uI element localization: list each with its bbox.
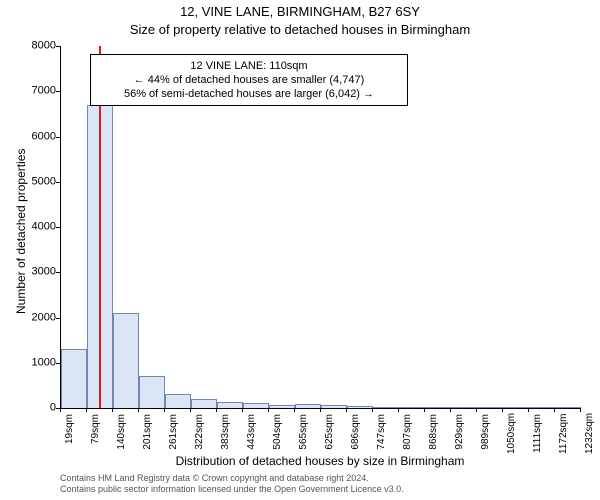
x-tick-mark [320, 408, 321, 412]
info-line-2: ← 44% of detached houses are smaller (4,… [99, 73, 399, 87]
x-tick-mark [164, 408, 165, 412]
credits-line-2: Contains public sector information licen… [60, 484, 404, 495]
y-tick-label: 0 [0, 403, 56, 414]
histogram-bar [139, 376, 165, 408]
credits: Contains HM Land Registry data © Crown c… [60, 473, 404, 495]
histogram-bar [555, 407, 581, 408]
x-tick-label: 565sqm [298, 414, 309, 454]
y-tick-label: 5000 [0, 176, 56, 187]
x-tick-label: 807sqm [402, 414, 413, 454]
x-tick-label: 1111sqm [532, 414, 543, 454]
x-tick-mark [502, 408, 503, 412]
histogram-bar [347, 406, 373, 408]
histogram-bar [217, 402, 243, 408]
x-tick-mark [138, 408, 139, 412]
x-tick-mark [294, 408, 295, 412]
x-tick-label: 868sqm [428, 414, 439, 454]
y-tick-label: 8000 [0, 41, 56, 52]
y-tick-label: 7000 [0, 86, 56, 97]
x-tick-label: 19sqm [64, 414, 75, 454]
x-tick-mark [112, 408, 113, 412]
histogram-bar [503, 407, 529, 408]
x-tick-label: 747sqm [376, 414, 387, 454]
x-tick-mark [86, 408, 87, 412]
x-tick-label: 1050sqm [506, 414, 517, 454]
x-tick-mark [424, 408, 425, 412]
x-tick-label: 1172sqm [558, 414, 569, 454]
histogram-bar [425, 407, 451, 408]
y-tick-label: 6000 [0, 131, 56, 142]
x-tick-label: 140sqm [116, 414, 127, 454]
x-tick-label: 322sqm [194, 414, 205, 454]
x-tick-mark [372, 408, 373, 412]
x-tick-label: 443sqm [246, 414, 257, 454]
x-tick-label: 504sqm [272, 414, 283, 454]
histogram-bar [451, 407, 477, 408]
histogram-bar [243, 403, 269, 408]
x-tick-label: 261sqm [168, 414, 179, 454]
y-tick-label: 1000 [0, 357, 56, 368]
y-tick-label: 3000 [0, 267, 56, 278]
histogram-bar [373, 407, 399, 408]
x-tick-mark [190, 408, 191, 412]
histogram-bar [321, 405, 347, 408]
x-tick-label: 686sqm [350, 414, 361, 454]
x-tick-label: 929sqm [454, 414, 465, 454]
info-line-3: 56% of semi-detached houses are larger (… [99, 87, 399, 101]
histogram-bar [61, 349, 87, 408]
histogram-bar [399, 407, 425, 408]
histogram-bar [529, 407, 555, 408]
x-tick-mark [268, 408, 269, 412]
y-tick-label: 4000 [0, 222, 56, 233]
info-box: 12 VINE LANE: 110sqm ← 44% of detached h… [90, 54, 408, 106]
x-axis-label: Distribution of detached houses by size … [60, 454, 580, 468]
x-tick-mark [398, 408, 399, 412]
x-tick-mark [242, 408, 243, 412]
x-tick-mark [580, 408, 581, 412]
y-tick-label: 2000 [0, 312, 56, 323]
chart-title-sub: Size of property relative to detached ho… [0, 22, 600, 37]
histogram-bar [113, 313, 139, 408]
x-tick-mark [216, 408, 217, 412]
x-tick-mark [554, 408, 555, 412]
property-size-histogram: 12, VINE LANE, BIRMINGHAM, B27 6SY Size … [0, 0, 600, 500]
x-tick-mark [346, 408, 347, 412]
x-tick-mark [450, 408, 451, 412]
x-tick-label: 201sqm [142, 414, 153, 454]
x-tick-label: 989sqm [480, 414, 491, 454]
chart-title-main: 12, VINE LANE, BIRMINGHAM, B27 6SY [0, 4, 600, 19]
x-tick-label: 1232sqm [584, 414, 595, 454]
histogram-bar [165, 394, 191, 408]
x-tick-mark [60, 408, 61, 412]
x-tick-label: 79sqm [90, 414, 101, 454]
histogram-bar [295, 404, 321, 408]
histogram-bar [269, 405, 295, 408]
x-tick-label: 383sqm [220, 414, 231, 454]
histogram-bar [477, 407, 503, 408]
info-line-1: 12 VINE LANE: 110sqm [99, 59, 399, 73]
histogram-bar [191, 399, 217, 408]
x-tick-mark [528, 408, 529, 412]
credits-line-1: Contains HM Land Registry data © Crown c… [60, 473, 404, 484]
x-tick-mark [476, 408, 477, 412]
x-tick-label: 625sqm [324, 414, 335, 454]
